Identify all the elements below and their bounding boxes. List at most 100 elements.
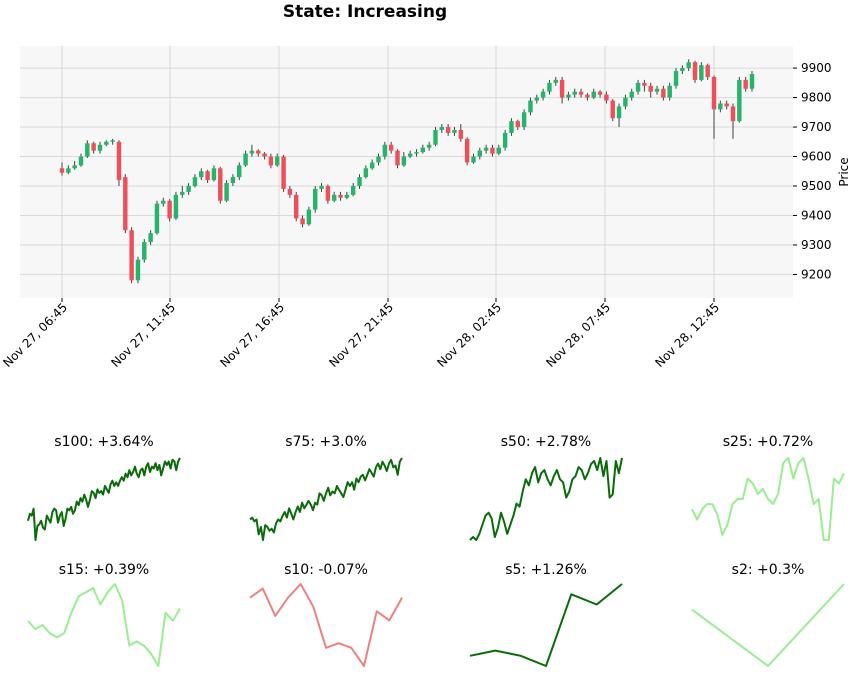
candle-body bbox=[281, 156, 286, 189]
candle-body bbox=[477, 150, 483, 157]
candle-body bbox=[597, 91, 603, 95]
y-tick-label: 9600 bbox=[801, 150, 832, 164]
y-tick-label: 9900 bbox=[801, 61, 832, 75]
candle-body bbox=[262, 153, 267, 157]
candle-body bbox=[91, 143, 96, 151]
candle-body bbox=[407, 153, 413, 157]
y-tick-label: 9500 bbox=[801, 179, 832, 193]
candle-body bbox=[667, 85, 672, 98]
sparkline-series bbox=[469, 457, 623, 541]
candle-body bbox=[699, 65, 704, 80]
sparkline-series bbox=[27, 457, 181, 541]
candle-body bbox=[673, 71, 679, 86]
sparkline-series bbox=[691, 583, 845, 667]
candle-body bbox=[256, 150, 261, 154]
candle-body bbox=[414, 152, 419, 154]
candle-body bbox=[718, 103, 723, 110]
candle-body bbox=[490, 147, 495, 154]
candle-body bbox=[382, 144, 388, 157]
candle-body bbox=[66, 168, 71, 173]
sparkline-series bbox=[27, 583, 181, 667]
y-tick-label: 9700 bbox=[801, 120, 832, 134]
candle-body bbox=[376, 156, 381, 163]
candle-body bbox=[711, 76, 717, 110]
candle-body bbox=[211, 168, 217, 181]
candle-body bbox=[648, 85, 653, 92]
sparkline-title: s25: +0.72% bbox=[723, 434, 813, 450]
candle-body bbox=[692, 62, 698, 80]
candle-body bbox=[521, 112, 527, 128]
candle-body bbox=[161, 200, 166, 204]
sparkline-title: s100: +3.64% bbox=[54, 434, 153, 450]
candle-body bbox=[401, 156, 407, 166]
candle-body bbox=[230, 177, 236, 184]
candle-body bbox=[350, 186, 356, 195]
page-title: State: Increasing bbox=[282, 2, 448, 22]
candle-body bbox=[483, 147, 489, 151]
sparkline-series bbox=[249, 457, 403, 541]
candle-body bbox=[629, 91, 634, 98]
candle-body bbox=[420, 147, 426, 153]
candle-body bbox=[623, 97, 628, 107]
candle-body bbox=[661, 88, 666, 98]
sparkline-series bbox=[691, 457, 845, 541]
candle-body bbox=[167, 200, 172, 219]
candle-body bbox=[192, 177, 198, 186]
candle-body bbox=[566, 94, 571, 98]
y-tick-label: 9300 bbox=[801, 238, 832, 252]
candle-body bbox=[123, 177, 128, 231]
sparkline-title: s15: +0.39% bbox=[59, 562, 149, 578]
candle-body bbox=[724, 103, 729, 107]
candle-body bbox=[654, 88, 660, 92]
candle-body bbox=[199, 171, 204, 178]
candle-body bbox=[300, 218, 305, 225]
candle-body bbox=[452, 130, 457, 133]
sparkline-title: s75: +3.0% bbox=[285, 434, 367, 450]
y-axis-label: Price bbox=[837, 157, 851, 186]
candle-body bbox=[496, 147, 502, 154]
candle-body bbox=[85, 143, 90, 157]
candle-body bbox=[116, 141, 122, 181]
candle-body bbox=[439, 127, 445, 130]
candle-body bbox=[142, 242, 147, 260]
y-tick-label: 9200 bbox=[801, 267, 832, 281]
candle-body bbox=[104, 141, 109, 145]
plot-area bbox=[20, 46, 793, 298]
candle-body bbox=[528, 100, 533, 113]
candle-body bbox=[610, 100, 615, 119]
candle-body bbox=[224, 183, 229, 201]
candle-body bbox=[616, 106, 622, 119]
candle-body bbox=[730, 106, 736, 122]
candle-body bbox=[534, 97, 539, 101]
candle-body bbox=[572, 91, 577, 95]
y-tick-label: 9800 bbox=[801, 91, 832, 105]
candle-body bbox=[458, 130, 464, 139]
candle-body bbox=[445, 127, 451, 133]
candle-body bbox=[186, 186, 191, 192]
sparkline-title: s50: +2.78% bbox=[501, 434, 591, 450]
candle-body bbox=[705, 65, 710, 77]
candle-body bbox=[338, 194, 343, 198]
candle-body bbox=[110, 140, 115, 142]
candle-body bbox=[515, 121, 520, 128]
candle-body bbox=[363, 168, 369, 178]
candle-body bbox=[680, 68, 685, 72]
sparkline-series bbox=[469, 583, 623, 667]
candle-body bbox=[319, 186, 324, 189]
candle-body bbox=[540, 91, 546, 98]
candle-body bbox=[294, 194, 299, 219]
candle-body bbox=[604, 94, 609, 101]
candle-body bbox=[218, 168, 223, 201]
candle-body bbox=[578, 91, 584, 95]
candle-body bbox=[154, 203, 160, 234]
candle-body bbox=[553, 79, 558, 83]
candle-body bbox=[249, 150, 255, 154]
sparkline-title: s10: -0.07% bbox=[284, 562, 368, 578]
candle-body bbox=[395, 150, 400, 166]
candle-body bbox=[743, 79, 748, 89]
candle-body bbox=[243, 153, 248, 166]
candle-body bbox=[287, 188, 293, 195]
candle-body bbox=[559, 79, 565, 98]
candle-body bbox=[78, 156, 84, 166]
